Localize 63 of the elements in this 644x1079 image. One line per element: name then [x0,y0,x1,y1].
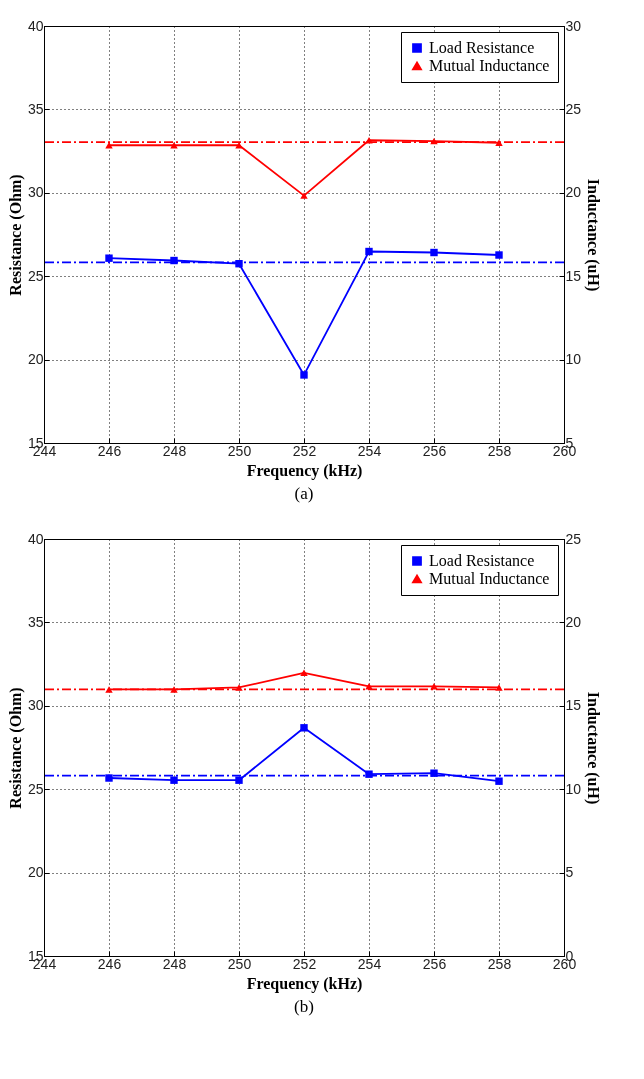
legend-label: Load Resistance [429,552,535,569]
x-tick-label: 256 [422,955,447,972]
x-tick-label: 256 [422,442,447,459]
point [300,724,308,732]
y-tick-label: 20 [27,864,44,881]
y-tick-label: 25 [27,780,44,797]
point [105,254,113,262]
x-tick-label: 248 [162,442,187,459]
y2-tick-label: 25 [565,530,582,547]
x-axis-title: Frequency (kHz) [246,461,363,480]
y2-tick-label: 15 [565,267,582,284]
text: (a) [294,484,314,503]
y2-tick-label: 20 [565,184,582,201]
point [300,371,308,379]
y-tick-label: 20 [27,351,44,368]
x-tick-label: 254 [357,955,382,972]
y-tick-label: 40 [27,530,44,547]
x-axis-title: Frequency (kHz) [246,974,363,993]
point [170,776,178,784]
point [235,776,243,784]
text: (b) [294,997,314,1016]
y2-tick-label: 25 [565,100,582,117]
point [495,139,503,146]
x-tick-label: 258 [487,442,512,459]
point [105,774,113,782]
y2-tick-label: 30 [565,17,582,34]
y-tick-label: 40 [27,17,44,34]
point [430,769,438,777]
x-tick-label: 258 [487,955,512,972]
legend-label: Mutual Inductance [429,570,550,587]
point [495,251,503,259]
y2-tick-label: 20 [565,613,582,630]
x-tick-label: 254 [357,442,382,459]
y2-axis-title: Inductance (uH) [584,178,603,292]
y-tick-label: 35 [27,613,44,630]
x-tick-label: 246 [97,442,122,459]
x-tick-label: 248 [162,955,187,972]
legend-label: Load Resistance [429,39,535,56]
x-tick-label: 246 [97,955,122,972]
point [300,192,308,199]
x-tick-label: 252 [292,955,317,972]
point [235,259,243,268]
y-tick-label: 30 [27,697,44,714]
point [495,777,503,785]
point [430,248,438,257]
y-axis-title: Resistance (Ohm) [6,174,25,296]
y2-tick-label: 5 [565,864,574,881]
point [170,256,178,265]
y-tick-label: 35 [27,100,44,117]
x-tick-label: 252 [292,442,317,459]
point [365,247,373,256]
x-tick-label: 250 [227,955,252,972]
x-tick-label: 250 [227,442,252,459]
y2-tick-label: 10 [565,780,582,797]
y2-tick-label: 10 [565,351,582,368]
y-axis-title: Resistance (Ohm) [6,687,25,809]
y2-axis-title: Inductance (uH) [584,691,603,805]
y-tick-label: 25 [27,267,44,284]
point [365,770,373,778]
y-tick-label: 30 [27,184,44,201]
y2-tick-label: 15 [565,697,582,714]
point [430,137,438,145]
legend-label: Mutual Inductance [429,57,550,74]
